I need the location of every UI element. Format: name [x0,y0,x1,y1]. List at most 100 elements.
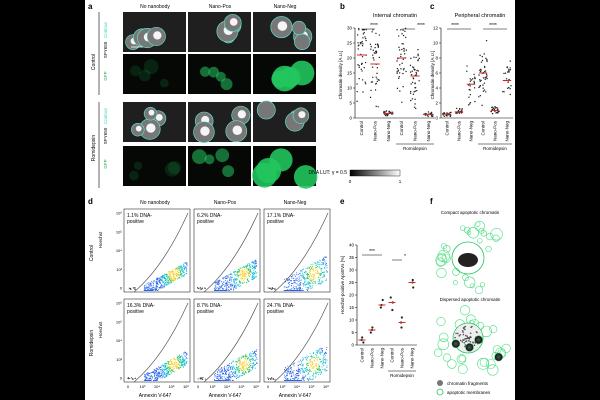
event-dot [146,286,148,288]
event-dot [186,354,188,356]
event-dot [253,262,255,264]
event-dot [166,281,168,283]
event-dot [235,283,236,285]
event-dot [307,289,309,291]
flow-x-tick: 10⁶ [183,384,189,389]
event-dot [172,276,174,277]
event-dot [309,282,311,284]
event-dot [147,380,149,381]
event-dot [169,271,171,273]
event-dot [169,374,171,375]
event-dot [164,376,165,378]
data-point [482,77,485,79]
chromatin-fragment [464,344,467,346]
compact-chromatin [458,253,478,267]
event-dot [310,275,312,277]
panel-b-sig-1: **** [370,23,378,29]
event-dot [304,281,306,282]
event-dot [295,377,297,379]
nucleus [200,126,210,136]
event-dot [151,376,153,378]
event-dot [307,274,308,276]
data-point [455,107,458,110]
event-dot [158,376,160,378]
event-dot [162,275,164,276]
group-label: Romidepsin [483,146,507,151]
event-dot [162,282,164,284]
gfp-signal [222,165,235,178]
event-dot [251,355,253,357]
event-dot [292,274,294,276]
event-dot [223,379,225,381]
membrane-vesicle [485,359,496,369]
membrane-vesicle [492,234,500,242]
data-point [449,115,452,118]
event-dot [321,348,322,350]
event-dot [313,280,315,282]
event-dot [311,275,313,277]
event-dot [270,288,272,290]
event-dot [182,268,184,270]
event-dot [160,279,162,281]
event-dot [232,368,234,370]
event-dot [150,286,152,288]
event-dot [162,368,164,370]
event-dot [320,372,322,374]
event-dot [306,359,308,361]
event-dot [164,362,166,364]
event-dot [226,376,228,378]
event-dot [159,375,160,377]
gfp-signal [143,59,159,75]
event-dot [199,288,201,290]
event-dot [145,287,147,289]
event-dot [318,283,320,285]
event-dot [245,274,247,276]
event-dot [214,374,216,376]
event-dot [300,380,302,381]
event-dot [186,269,187,271]
event-dot [236,271,238,273]
event-dot [246,265,248,267]
event-dot [166,275,167,277]
event-dot [151,288,153,290]
event-dot [230,374,232,376]
event-dot [238,270,240,272]
event-dot [155,373,157,375]
event-dot [174,358,176,360]
event-dot [168,272,170,274]
chromatin-fragment [461,340,463,343]
event-dot [220,281,222,283]
event-dot [313,277,315,279]
event-dot [246,276,247,278]
event-dot [155,282,157,284]
panel-letter-f: f [430,197,433,206]
data-point [412,286,415,289]
event-dot [182,362,184,364]
event-dot [152,280,154,282]
dna-positive-suffix: positive [267,309,284,315]
event-dot [228,370,230,372]
event-dot [173,362,175,364]
event-dot [170,368,172,370]
event-dot [222,380,224,381]
event-dot [244,272,246,274]
event-dot [173,279,175,281]
event-dot [172,365,174,367]
event-dot [227,374,229,376]
event-dot [302,378,304,380]
event-dot [161,276,162,278]
membrane-vesicle [442,353,452,362]
event-dot [177,273,179,275]
event-dot [144,379,146,381]
event-dot [167,372,169,374]
event-dot [170,280,171,281]
event-dot [288,379,290,381]
event-dot [253,274,254,276]
event-dot [252,277,254,279]
event-dot [175,364,177,366]
event-dot [253,273,255,275]
y-tick-label: 6 [435,71,438,76]
event-dot [292,372,294,374]
data-point [402,29,404,31]
event-dot [160,282,162,284]
